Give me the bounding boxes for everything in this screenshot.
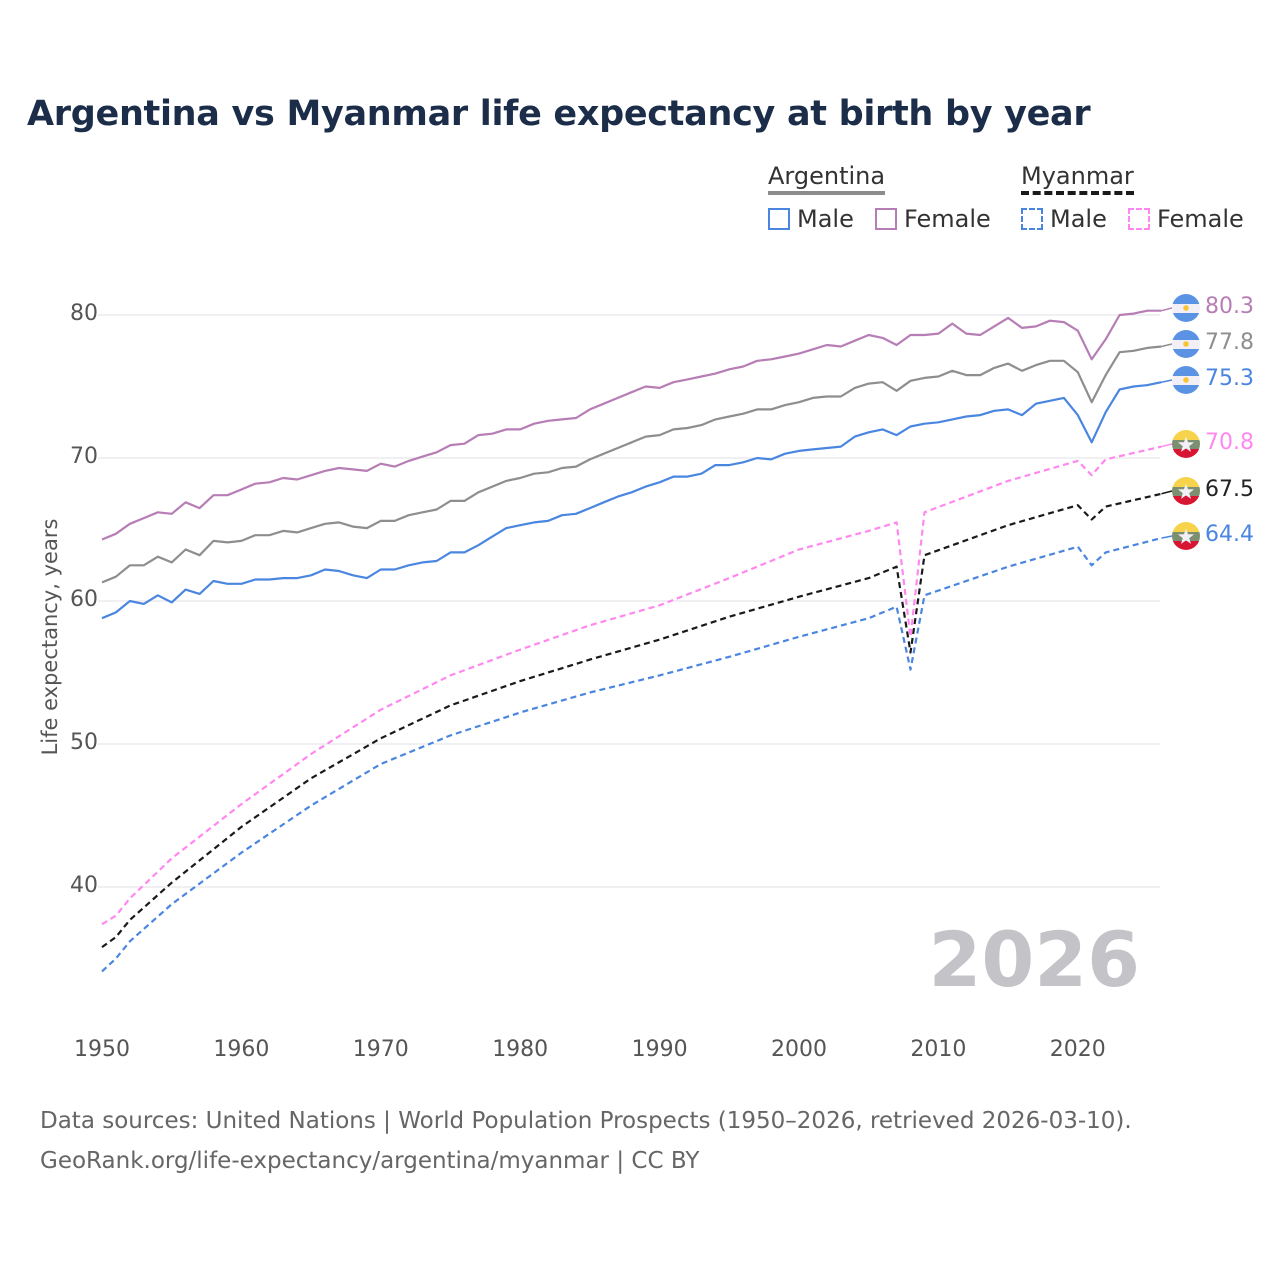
flag-stripe <box>1172 430 1200 440</box>
series-line-myanmar-female <box>101 445 1162 926</box>
end-value-label: 64.4 <box>1205 522 1254 547</box>
sun-icon <box>1183 305 1189 311</box>
end-value-label: 70.8 <box>1205 430 1254 455</box>
legend-label: Female <box>1157 205 1244 233</box>
end-value-label: 77.8 <box>1205 330 1254 355</box>
x-tick-label: 1990 <box>631 1037 688 1062</box>
y-tick-label: 80 <box>70 301 98 326</box>
footer-sources: Data sources: United Nations | World Pop… <box>40 1108 1132 1134</box>
flag-stripe <box>1172 385 1200 394</box>
series-line-myanmar-total <box>101 492 1162 948</box>
flag-stripe <box>1172 449 1200 458</box>
end-connector <box>1161 307 1173 312</box>
end-value-label: 67.5 <box>1205 477 1254 502</box>
flag-stripe <box>1172 496 1200 505</box>
legend-swatch <box>1021 208 1043 230</box>
legend-label: Female <box>904 205 991 233</box>
y-tick-label: 60 <box>70 587 98 612</box>
end-value-label: 75.3 <box>1205 366 1254 391</box>
argentina-flag-icon <box>1172 294 1200 322</box>
x-tick-label: 1980 <box>492 1037 549 1062</box>
y-tick-label: 50 <box>70 730 98 755</box>
footer-link[interactable]: GeoRank.org/life-expectancy/argentina/my… <box>40 1148 700 1174</box>
argentina-flag-icon <box>1172 330 1200 358</box>
flag-stripe <box>1172 477 1200 487</box>
legend-swatch <box>875 208 897 230</box>
legend-item-argentina-male[interactable]: Male <box>768 205 854 233</box>
end-connector <box>1161 443 1173 448</box>
end-connector <box>1161 490 1173 495</box>
y-tick-label: 70 <box>70 444 98 469</box>
end-connector <box>1161 535 1173 539</box>
series-line-argentina-total <box>101 345 1162 584</box>
x-tick-label: 1950 <box>74 1037 130 1062</box>
end-value-label: 80.3 <box>1205 294 1254 319</box>
legend-group-myanmar: Myanmar <box>1021 162 1134 195</box>
legend-label: Male <box>1050 205 1107 233</box>
flag-stripe <box>1172 366 1200 376</box>
star-icon <box>1177 436 1195 452</box>
sun-icon <box>1183 377 1189 383</box>
legend-group-argentina: Argentina <box>768 162 886 195</box>
star-icon <box>1177 528 1195 544</box>
x-tick-label: 1960 <box>213 1037 270 1062</box>
myanmar-flag-icon <box>1172 430 1200 458</box>
legend-item-argentina-female[interactable]: Female <box>875 205 991 233</box>
end-connector <box>1161 343 1173 348</box>
flag-stripe <box>1172 294 1200 304</box>
flag-stripe <box>1172 541 1200 550</box>
series-line-myanmar-male <box>101 537 1162 973</box>
legend-label: Male <box>797 205 854 233</box>
sun-icon <box>1183 341 1189 347</box>
x-tick-label: 2010 <box>910 1037 967 1062</box>
x-tick-label: 2000 <box>771 1037 827 1062</box>
current-year-watermark: 2026 <box>928 915 1140 1004</box>
flag-stripe <box>1172 349 1200 358</box>
chart-title: Argentina vs Myanmar life expectancy at … <box>27 94 1091 134</box>
flag-stripe <box>1172 330 1200 340</box>
y-tick-label: 40 <box>70 873 98 898</box>
legend-item-myanmar-female[interactable]: Female <box>1128 205 1244 233</box>
flag-stripe <box>1172 313 1200 322</box>
end-connector <box>1161 379 1173 383</box>
argentina-flag-icon <box>1172 366 1200 394</box>
flag-stripe <box>1172 522 1200 532</box>
x-tick-label: 2020 <box>1049 1037 1106 1062</box>
myanmar-flag-icon <box>1172 477 1200 505</box>
legend-item-myanmar-male[interactable]: Male <box>1021 205 1107 233</box>
myanmar-flag-icon <box>1172 522 1200 550</box>
star-icon <box>1177 483 1195 499</box>
series-line-argentina-female <box>101 309 1162 541</box>
x-tick-label: 1970 <box>352 1037 409 1062</box>
legend-swatch <box>768 208 790 230</box>
legend-swatch <box>1128 208 1150 230</box>
series-line-argentina-male <box>101 381 1162 620</box>
